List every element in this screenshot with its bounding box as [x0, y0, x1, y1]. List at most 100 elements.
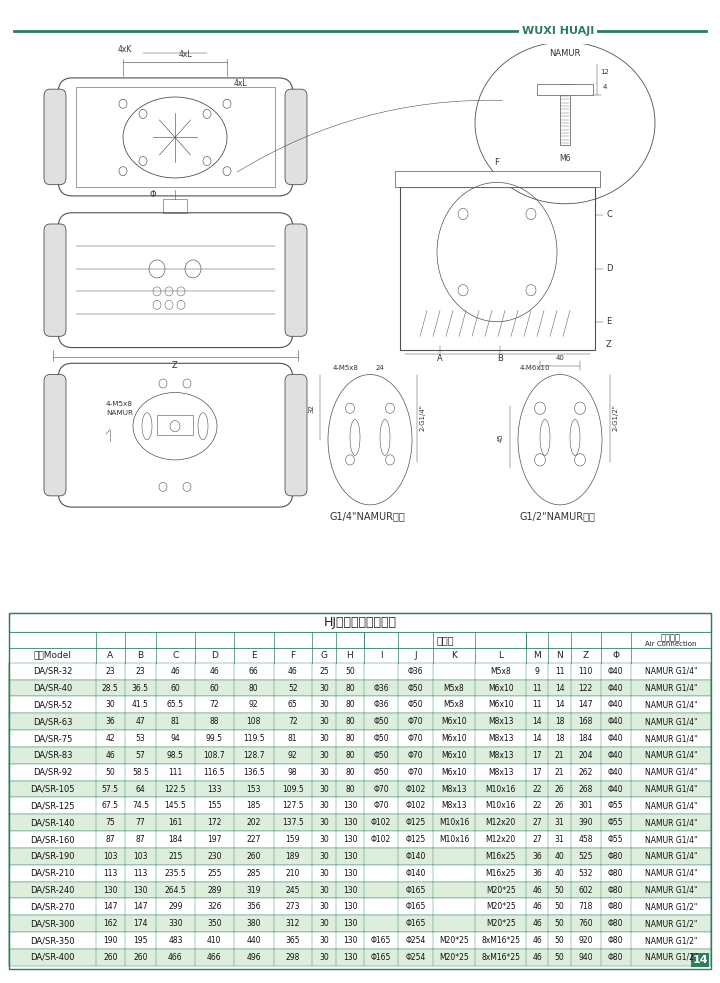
Text: 4-M5x8: 4-M5x8 — [106, 401, 133, 407]
Text: Φ50: Φ50 — [408, 683, 423, 692]
Text: 4-M6x10: 4-M6x10 — [520, 365, 551, 371]
Text: 122.5: 122.5 — [165, 784, 186, 793]
Text: Φ55: Φ55 — [608, 818, 624, 828]
Text: 50: 50 — [105, 768, 115, 777]
Text: 298: 298 — [286, 953, 300, 962]
Text: Φ70: Φ70 — [408, 718, 423, 726]
Text: 87: 87 — [135, 835, 145, 844]
Text: M20*25: M20*25 — [439, 953, 469, 962]
Text: 28.5: 28.5 — [102, 683, 119, 692]
Text: 260: 260 — [246, 852, 261, 861]
Text: 30: 30 — [319, 683, 329, 692]
Text: 458: 458 — [578, 835, 593, 844]
Text: 285: 285 — [247, 869, 261, 878]
Text: 99.5: 99.5 — [206, 734, 222, 743]
Text: 42: 42 — [106, 734, 115, 743]
Text: 4xL: 4xL — [233, 79, 247, 88]
Text: Air Connection: Air Connection — [645, 641, 696, 647]
Text: 46: 46 — [533, 936, 542, 945]
Text: 80: 80 — [345, 784, 355, 793]
Bar — [157, 415, 193, 435]
Text: 130: 130 — [343, 953, 357, 962]
Text: 172: 172 — [207, 818, 222, 828]
Text: DA/SR-160: DA/SR-160 — [30, 835, 75, 844]
Text: M8x13: M8x13 — [488, 768, 513, 777]
Text: Z: Z — [172, 361, 178, 370]
Text: 210: 210 — [286, 869, 300, 878]
Text: 137.5: 137.5 — [282, 818, 304, 828]
Text: 365: 365 — [285, 936, 300, 945]
Text: 161: 161 — [168, 818, 183, 828]
Bar — [9, 882, 711, 898]
Text: 36: 36 — [533, 869, 542, 878]
Text: 119.5: 119.5 — [243, 734, 265, 743]
Text: Φ165: Φ165 — [405, 902, 426, 911]
Text: M16x25: M16x25 — [485, 852, 516, 861]
Text: NAMUR G1/4": NAMUR G1/4" — [644, 683, 697, 692]
Text: 189: 189 — [286, 852, 300, 861]
Text: WUXI HUAJI: WUXI HUAJI — [522, 27, 594, 36]
FancyBboxPatch shape — [44, 375, 66, 495]
Bar — [9, 714, 711, 730]
Text: C: C — [172, 651, 179, 660]
Text: M20*25: M20*25 — [486, 919, 516, 928]
Text: M8x13: M8x13 — [441, 784, 467, 793]
Text: 30: 30 — [105, 700, 115, 710]
Text: M6x10: M6x10 — [441, 751, 467, 760]
Text: 440: 440 — [246, 936, 261, 945]
Text: 264.5: 264.5 — [165, 886, 186, 895]
Text: DA/SR-92: DA/SR-92 — [33, 768, 72, 777]
Text: NAMUR G1/2": NAMUR G1/2" — [644, 953, 697, 962]
Text: M8x13: M8x13 — [488, 718, 513, 726]
Text: Φ40: Φ40 — [608, 751, 624, 760]
Bar — [9, 679, 711, 696]
Text: NAMUR: NAMUR — [106, 410, 133, 416]
Text: Φ55: Φ55 — [608, 835, 624, 844]
Text: 连接孔: 连接孔 — [436, 635, 454, 645]
Text: 80: 80 — [249, 683, 258, 692]
FancyBboxPatch shape — [285, 224, 307, 336]
Bar — [9, 898, 711, 915]
Text: DA/SR-52: DA/SR-52 — [33, 700, 72, 710]
Text: 268: 268 — [579, 784, 593, 793]
Text: M6x10: M6x10 — [441, 718, 467, 726]
Text: 262: 262 — [579, 768, 593, 777]
Text: Φ165: Φ165 — [371, 953, 391, 962]
Text: 103: 103 — [103, 852, 117, 861]
Text: 202: 202 — [247, 818, 261, 828]
Text: 52: 52 — [288, 683, 297, 692]
Text: Φ50: Φ50 — [373, 718, 389, 726]
Text: 525: 525 — [578, 852, 593, 861]
Bar — [9, 915, 711, 932]
Text: I: I — [380, 651, 382, 660]
Bar — [9, 949, 711, 966]
Text: 30: 30 — [319, 936, 329, 945]
Text: Φ50: Φ50 — [408, 700, 423, 710]
Text: M12x20: M12x20 — [485, 818, 516, 828]
Text: Φ102: Φ102 — [405, 784, 426, 793]
Text: 50: 50 — [554, 936, 564, 945]
Text: 136.5: 136.5 — [243, 768, 265, 777]
Text: 130: 130 — [343, 801, 357, 810]
Text: Φ102: Φ102 — [371, 818, 391, 828]
Text: 496: 496 — [246, 953, 261, 962]
Text: Φ40: Φ40 — [608, 700, 624, 710]
Text: 116.5: 116.5 — [204, 768, 225, 777]
Text: 23: 23 — [135, 666, 145, 675]
Text: 46: 46 — [210, 666, 219, 675]
Text: 11: 11 — [533, 700, 542, 710]
Text: 36: 36 — [533, 852, 542, 861]
Text: 30: 30 — [319, 700, 329, 710]
Text: Φ80: Φ80 — [608, 886, 624, 895]
Bar — [364, 632, 526, 648]
Text: 145.5: 145.5 — [165, 801, 186, 810]
Text: 40: 40 — [554, 869, 564, 878]
Text: 174: 174 — [133, 919, 148, 928]
Text: 350: 350 — [207, 919, 222, 928]
Text: 气源接口: 气源接口 — [661, 633, 681, 642]
Bar — [400, 187, 595, 350]
Text: 245: 245 — [285, 886, 300, 895]
Text: 30: 30 — [319, 852, 329, 861]
Text: NAMUR G1/4": NAMUR G1/4" — [644, 818, 697, 828]
Text: NAMUR G1/4": NAMUR G1/4" — [644, 768, 697, 777]
